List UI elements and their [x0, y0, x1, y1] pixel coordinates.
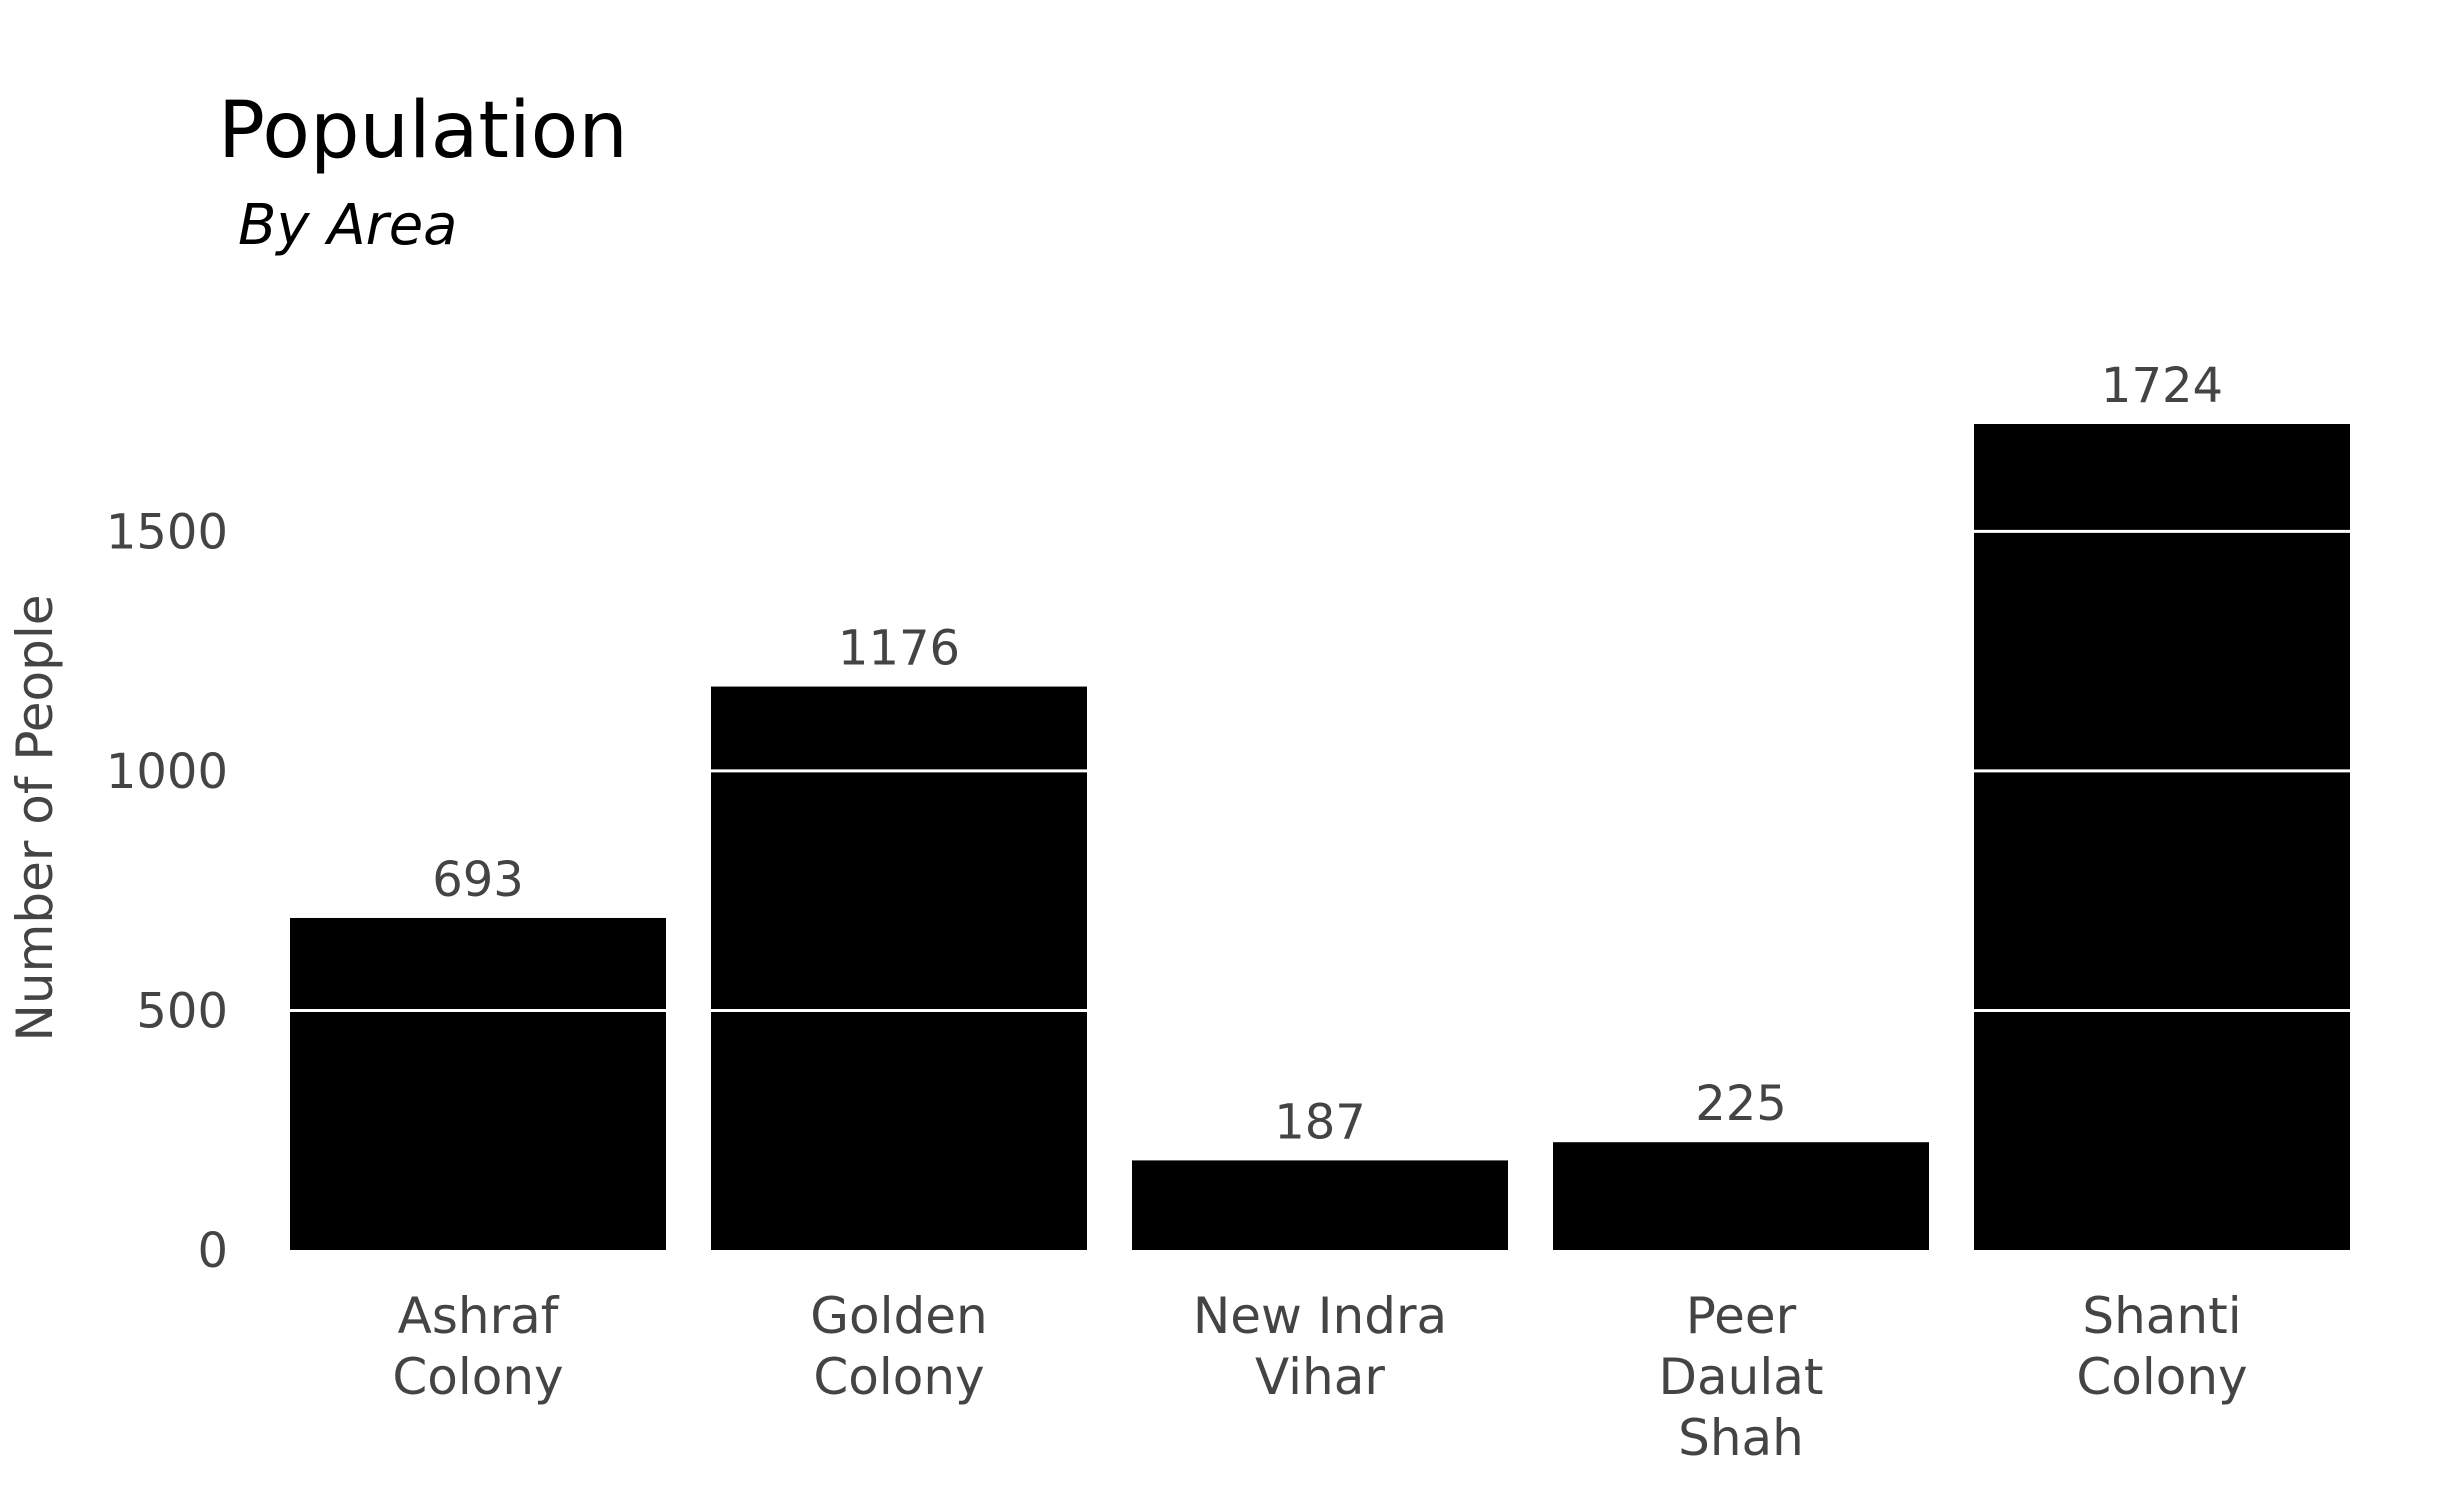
data-label: 1176: [838, 621, 960, 677]
x-tick-label: New Indra Vihar: [1193, 1287, 1447, 1406]
data-label: 225: [1695, 1076, 1787, 1132]
x-tick-label-line: Daulat: [1659, 1348, 1824, 1406]
x-tick-label-line: Colony: [2076, 1348, 2247, 1406]
gridlines: [290, 529, 2350, 1012]
x-tick-label-line: Golden: [810, 1287, 987, 1345]
data-label: 187: [1274, 1094, 1366, 1150]
data-label: 693: [432, 852, 524, 908]
bar: [711, 686, 1087, 1250]
bar: [290, 917, 666, 1250]
x-tick-label: Golden Colony: [810, 1287, 987, 1406]
x-tick-label: Peer Daulat Shah: [1659, 1287, 1824, 1467]
y-tick-label: 1000: [106, 744, 228, 800]
x-tick-label-line: Peer: [1686, 1287, 1797, 1345]
y-axis-label: Number of People: [6, 595, 64, 1042]
x-tick-label-line: Colony: [813, 1348, 984, 1406]
bar: [1974, 424, 2350, 1250]
bars: [290, 424, 2350, 1250]
bar: [1553, 1142, 1929, 1250]
x-tick-label-line: Ashraf: [398, 1287, 560, 1345]
x-tick-label: Ashraf Colony: [392, 1287, 563, 1406]
y-tick-label: 1500: [106, 504, 228, 560]
x-tick-label-line: New Indra: [1193, 1287, 1447, 1345]
x-tick-label-line: Shanti: [2082, 1287, 2241, 1345]
y-tick-label: 0: [197, 1223, 228, 1279]
x-tick-label-line: Colony: [392, 1348, 563, 1406]
chart-title: Population: [218, 86, 628, 176]
data-label: 1724: [2101, 358, 2223, 414]
y-axis-ticks: 0 500 1000 1500: [106, 504, 228, 1279]
bar: [1132, 1160, 1508, 1250]
data-labels: 693 1176 187 225 1724: [432, 358, 2223, 1150]
x-tick-label-line: Shah: [1678, 1409, 1804, 1467]
y-tick-label: 500: [136, 983, 228, 1039]
x-tick-label: Shanti Colony: [2076, 1287, 2247, 1406]
x-tick-label-line: Vihar: [1255, 1348, 1385, 1406]
chart-subtitle: By Area: [238, 193, 457, 258]
